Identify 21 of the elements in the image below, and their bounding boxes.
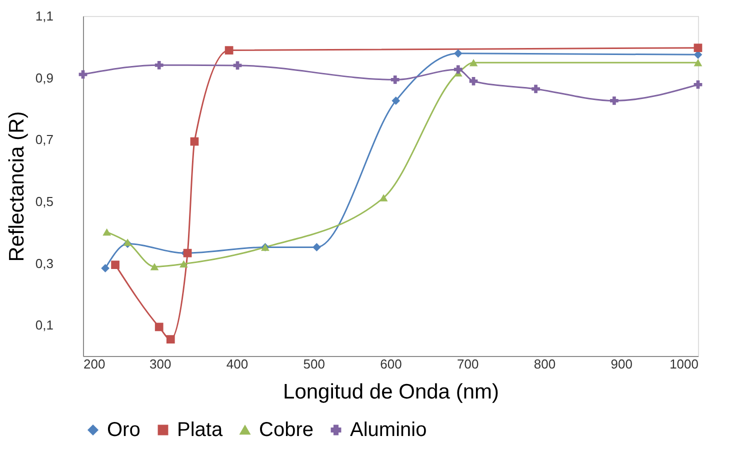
y-tick-label: 0,1 [35, 318, 54, 333]
x-tick-label: 300 [150, 356, 172, 372]
y-tick-label: 0,3 [35, 256, 54, 271]
x-tick-label: 1000 [670, 356, 698, 372]
x-axis-title: Longitud de Onda (nm) [283, 380, 499, 404]
y-tick-label: 0,9 [35, 70, 54, 86]
y-tick-label: 0,5 [35, 194, 54, 209]
y-tick-label: 1,1 [35, 8, 54, 24]
legend-label: Oro [107, 419, 140, 441]
x-tick-label: 700 [457, 356, 479, 372]
x-tick-label: 600 [380, 356, 402, 372]
y-tick-label: 0,7 [35, 132, 54, 148]
x-tick-label: 900 [610, 356, 632, 372]
x-tick-label: 500 [303, 356, 325, 372]
x-tick-label: 400 [226, 356, 248, 372]
legend-label: Aluminio [350, 419, 427, 441]
x-tick-label: 800 [534, 356, 556, 372]
legend-label: Plata [177, 419, 224, 441]
x-tick-label: 200 [84, 356, 106, 372]
legend-label: Cobre [259, 419, 314, 441]
y-axis-title: Reflectancia (R) [5, 111, 28, 262]
